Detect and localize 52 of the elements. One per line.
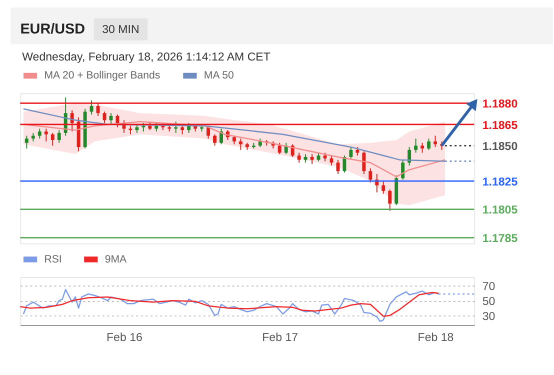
candlestick [375, 173, 379, 193]
y-tick-label: 1.1850 [482, 140, 518, 153]
candlestick [388, 189, 392, 212]
y-tick-label: 1.1825 [482, 176, 518, 188]
candlestick [83, 108, 87, 149]
candlestick [362, 150, 366, 174]
candlestick [434, 135, 437, 148]
x-tick-label: Feb 17 [262, 332, 298, 344]
candlestick [187, 122, 191, 134]
candlestick [297, 152, 301, 164]
candlestick [427, 138, 431, 150]
candlestick [394, 174, 398, 206]
legend-label: RSI [44, 253, 62, 266]
line-series [20, 292, 440, 317]
candlestick [44, 128, 48, 142]
candlestick [368, 168, 372, 183]
candlestick [238, 138, 242, 150]
candlestick [349, 146, 353, 159]
text: 30 MIN [102, 24, 140, 36]
candlestick [290, 144, 294, 158]
candlestick [90, 100, 94, 115]
candlestick [401, 159, 405, 180]
y-tick-label: 1.1865 [482, 120, 518, 132]
legend-label: 9MA [104, 253, 128, 266]
x-tick-label: Feb 18 [418, 332, 454, 344]
candlestick [420, 142, 424, 154]
candlestick [213, 134, 216, 146]
x-tick-label: Feb 16 [106, 332, 142, 344]
legend-label: MA 20 + Bollinger Bands [44, 70, 160, 82]
candlestick [408, 146, 412, 166]
candlestick [336, 159, 340, 174]
candlestick [206, 125, 210, 140]
candlestick [57, 130, 61, 144]
line-series [22, 120, 446, 178]
y-tick-label: 1.1785 [482, 232, 518, 245]
candlestick [414, 138, 418, 154]
candlestick [278, 142, 282, 155]
y-tick-label: 1.1880 [482, 98, 518, 111]
candlestick [50, 132, 54, 146]
legend-label: MA 50 [204, 70, 234, 82]
candlestick [310, 154, 314, 165]
candlestick [38, 128, 42, 140]
y-tick-label: 50 [482, 296, 496, 308]
y-tick-label: 30 [482, 310, 496, 323]
candlestick [220, 128, 223, 145]
chart-title: EUR/USD [20, 22, 86, 38]
candlestick [342, 155, 346, 174]
candlestick [382, 180, 386, 194]
candlestick [24, 135, 28, 149]
y-tick-label: 1.1805 [482, 204, 518, 217]
chart-subtitle: Wednesday, February 18, 2026 1:14:12 AM CET [22, 52, 270, 64]
y-tick-label: 70 [482, 281, 496, 294]
